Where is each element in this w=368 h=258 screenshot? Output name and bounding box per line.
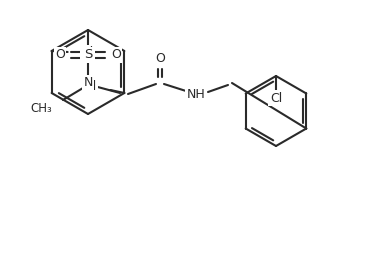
Text: O: O <box>55 49 65 61</box>
Text: O: O <box>111 49 121 61</box>
Text: CH₃: CH₃ <box>30 101 52 115</box>
Text: O: O <box>155 52 165 66</box>
Text: Cl: Cl <box>270 92 282 104</box>
Text: Cl: Cl <box>82 46 94 60</box>
Text: NH: NH <box>187 88 205 101</box>
Text: S: S <box>84 49 92 61</box>
Text: Cl: Cl <box>84 80 96 93</box>
Text: N: N <box>83 77 93 90</box>
